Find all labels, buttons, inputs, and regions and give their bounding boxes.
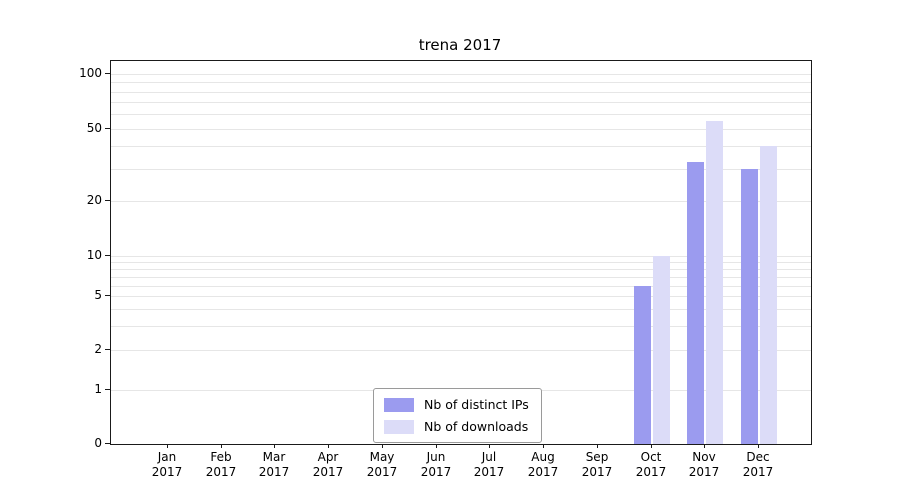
x-tick-month: Sep bbox=[585, 450, 609, 464]
x-tick-mark bbox=[758, 444, 759, 448]
x-tick-label: Mar 2017 bbox=[239, 450, 309, 480]
bar-downloads bbox=[760, 146, 777, 444]
x-tick-year: 2017 bbox=[420, 465, 452, 479]
gridline bbox=[111, 326, 811, 327]
x-tick-label: May 2017 bbox=[347, 450, 417, 480]
x-tick-year: 2017 bbox=[205, 465, 237, 479]
x-tick-label: Jan 2017 bbox=[132, 450, 202, 480]
gridline bbox=[111, 262, 811, 263]
bar-distinct-ips bbox=[741, 169, 758, 444]
legend-label: Nb of distinct IPs bbox=[424, 397, 529, 412]
x-tick-year: 2017 bbox=[581, 465, 613, 479]
gridline bbox=[111, 201, 811, 202]
x-tick-mark bbox=[274, 444, 275, 448]
y-tick-mark bbox=[105, 128, 110, 129]
x-tick-mark bbox=[328, 444, 329, 448]
y-tick-mark bbox=[105, 389, 110, 390]
x-tick-month: Mar bbox=[262, 450, 286, 464]
y-tick-mark bbox=[105, 443, 110, 444]
gridline bbox=[111, 286, 811, 287]
gridline bbox=[111, 277, 811, 278]
gridline bbox=[111, 269, 811, 270]
y-tick-label: 5 bbox=[94, 288, 102, 302]
x-tick-label: Nov 2017 bbox=[669, 450, 739, 480]
y-tick-mark bbox=[105, 349, 110, 350]
x-tick-mark bbox=[489, 444, 490, 448]
gridline bbox=[111, 102, 811, 103]
x-tick-month: Aug bbox=[531, 450, 555, 464]
y-tick-label: 0 bbox=[94, 436, 102, 450]
x-tick-month: Oct bbox=[640, 450, 662, 464]
x-tick-label: Jul 2017 bbox=[454, 450, 524, 480]
bar-downloads bbox=[653, 256, 670, 444]
x-tick-mark bbox=[597, 444, 598, 448]
bar-downloads bbox=[706, 121, 723, 444]
gridline bbox=[111, 129, 811, 130]
x-tick-year: 2017 bbox=[635, 465, 667, 479]
y-tick-label: 20 bbox=[86, 193, 102, 207]
gridline bbox=[111, 114, 811, 115]
x-tick-label: Oct 2017 bbox=[616, 450, 686, 480]
x-tick-label: Sep 2017 bbox=[562, 450, 632, 480]
y-tick-label: 10 bbox=[86, 248, 102, 262]
x-tick-mark bbox=[651, 444, 652, 448]
x-tick-year: 2017 bbox=[688, 465, 720, 479]
gridline bbox=[111, 309, 811, 310]
legend-swatch bbox=[384, 419, 414, 434]
x-tick-month: May bbox=[369, 450, 395, 464]
gridline bbox=[111, 146, 811, 147]
y-tick-label: 2 bbox=[94, 342, 102, 356]
gridline bbox=[111, 74, 811, 75]
gridline bbox=[111, 296, 811, 297]
gridline bbox=[111, 169, 811, 170]
x-tick-month: Dec bbox=[746, 450, 770, 464]
gridline bbox=[111, 92, 811, 93]
x-tick-year: 2017 bbox=[258, 465, 290, 479]
bar-distinct-ips bbox=[634, 286, 651, 444]
y-tick-label: 1 bbox=[94, 382, 102, 396]
gridline bbox=[111, 350, 811, 351]
x-tick-year: 2017 bbox=[312, 465, 344, 479]
gridline bbox=[111, 256, 811, 257]
chart-title: trena 2017 bbox=[418, 36, 502, 54]
x-tick-month: Nov bbox=[692, 450, 716, 464]
x-tick-mark bbox=[704, 444, 705, 448]
legend-swatch bbox=[384, 397, 414, 412]
x-tick-label: Feb 2017 bbox=[186, 450, 256, 480]
x-tick-month: Feb bbox=[210, 450, 232, 464]
gridline bbox=[111, 82, 811, 83]
x-tick-year: 2017 bbox=[527, 465, 559, 479]
y-tick-mark bbox=[105, 255, 110, 256]
y-tick-label: 50 bbox=[86, 121, 102, 135]
legend-label: Nb of downloads bbox=[424, 419, 529, 434]
y-tick-mark bbox=[105, 200, 110, 201]
x-tick-year: 2017 bbox=[366, 465, 398, 479]
x-tick-label: Jun 2017 bbox=[401, 450, 471, 480]
legend-item: Nb of distinct IPs bbox=[384, 397, 529, 412]
x-tick-mark bbox=[436, 444, 437, 448]
legend-item: Nb of downloads bbox=[384, 419, 529, 434]
x-tick-mark bbox=[221, 444, 222, 448]
y-tick-label: 100 bbox=[79, 66, 102, 80]
x-tick-mark bbox=[382, 444, 383, 448]
x-tick-mark bbox=[167, 444, 168, 448]
x-tick-label: Apr 2017 bbox=[293, 450, 363, 480]
y-tick-mark bbox=[105, 73, 110, 74]
x-tick-label: Dec 2017 bbox=[723, 450, 793, 480]
x-tick-year: 2017 bbox=[151, 465, 183, 479]
x-tick-month: Jan bbox=[157, 450, 177, 464]
x-tick-month: Apr bbox=[317, 450, 339, 464]
bar-distinct-ips bbox=[687, 162, 704, 444]
y-tick-mark bbox=[105, 295, 110, 296]
legend: Nb of distinct IPs Nb of downloads bbox=[373, 388, 542, 443]
x-tick-year: 2017 bbox=[473, 465, 505, 479]
x-tick-label: Aug 2017 bbox=[508, 450, 578, 480]
x-tick-mark bbox=[543, 444, 544, 448]
x-tick-month: Jul bbox=[481, 450, 497, 464]
plot-area bbox=[110, 60, 812, 445]
x-tick-year: 2017 bbox=[742, 465, 774, 479]
x-tick-month: Jun bbox=[426, 450, 446, 464]
